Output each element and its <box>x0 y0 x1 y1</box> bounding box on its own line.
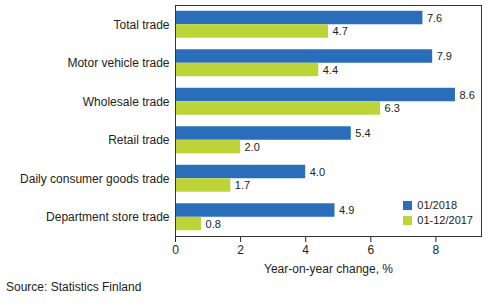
svg-text:Motor vehicle trade: Motor vehicle trade <box>67 56 169 70</box>
svg-text:4: 4 <box>302 243 309 257</box>
svg-text:Department store trade: Department store trade <box>46 210 170 224</box>
svg-text:Total trade: Total trade <box>113 18 169 32</box>
svg-text:Retail trade: Retail trade <box>108 133 170 147</box>
svg-text:Year-on-year change, %: Year-on-year change, % <box>264 262 393 276</box>
svg-text:Daily consumer goods trade: Daily consumer goods trade <box>20 172 170 186</box>
html-text:Source: Statistics Finland: Source: Statistics Finland <box>6 280 142 294</box>
svg-text:4.0: 4.0 <box>310 166 325 178</box>
svg-text:Wholesale trade: Wholesale trade <box>83 95 170 109</box>
svg-text:8: 8 <box>433 243 440 257</box>
svg-text:6: 6 <box>367 243 374 257</box>
svg-text:1.7: 1.7 <box>235 179 250 191</box>
svg-text:7.9: 7.9 <box>437 50 452 62</box>
svg-text:0: 0 <box>172 243 179 257</box>
svg-text:4.9: 4.9 <box>339 204 354 216</box>
svg-text:4.4: 4.4 <box>323 64 338 76</box>
svg-text:2.0: 2.0 <box>245 141 260 153</box>
svg-text:4.7: 4.7 <box>333 25 348 37</box>
html-text:01-12/2017: 01-12/2017 <box>417 214 473 226</box>
svg-text:7.6: 7.6 <box>427 12 442 24</box>
svg-text:2: 2 <box>237 243 244 257</box>
svg-text:8.6: 8.6 <box>459 89 474 101</box>
html-text:01/2018: 01/2018 <box>417 199 458 211</box>
svg-text:0.8: 0.8 <box>206 218 221 230</box>
svg-text:5.4: 5.4 <box>355 127 370 139</box>
svg-text:6.3: 6.3 <box>385 102 400 114</box>
